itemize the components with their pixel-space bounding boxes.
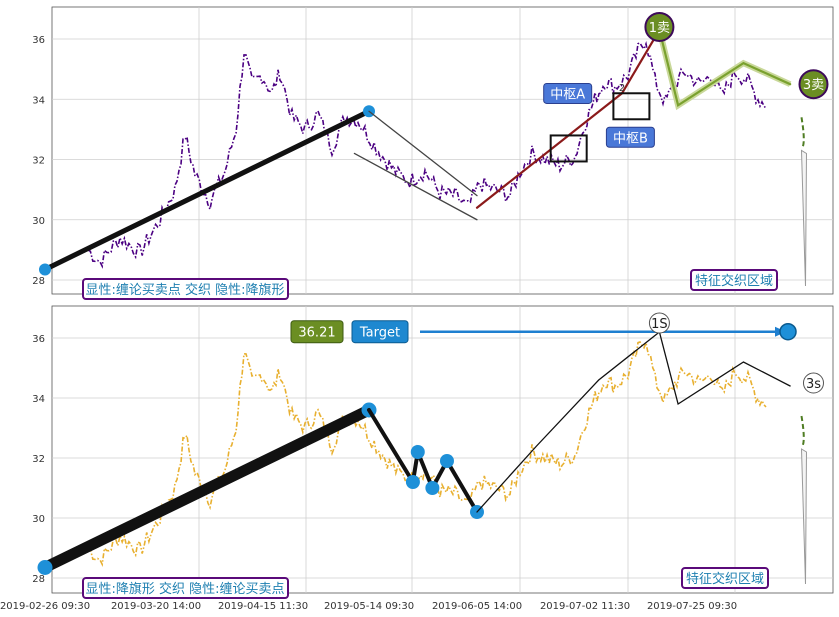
value-badge-text: 36.21 <box>298 326 335 341</box>
zigzag-vertex-marker <box>439 454 454 468</box>
value-badge <box>290 320 344 344</box>
bottom-y-tick-labels: 28 30 32 34 36 <box>32 334 45 585</box>
y-tick-label: 28 <box>32 276 45 287</box>
x-tick-label: 2019-04-15 11:30 <box>218 601 308 612</box>
forecast-cone <box>800 149 807 287</box>
pivot-zone-box <box>612 92 651 121</box>
zone-label-box <box>543 82 593 104</box>
zigzag-vertex-marker <box>425 481 440 495</box>
flag-zigzag-line <box>367 408 479 514</box>
x-tick-label: 2019-07-25 09:30 <box>647 601 737 612</box>
zigzag-vertex-marker <box>405 475 420 489</box>
flag-channel-upper-line <box>368 110 478 197</box>
legend-box <box>82 278 289 300</box>
bi-stroke-line <box>42 108 372 272</box>
y-tick-label: 34 <box>32 95 45 106</box>
x-tick-label: 2019-07-02 11:30 <box>540 601 630 612</box>
top-panel: 28 30 32 34 36 中枢A 中枢B 1卖 3卖 2 显性:缠论买卖点 交织 隐性:降旗形… <box>32 6 834 300</box>
forecast-cone <box>800 448 807 585</box>
top-y-tick-labels: 28 30 32 34 36 <box>32 35 45 287</box>
target-badge-text: Target <box>359 326 400 341</box>
sell-point-marker <box>648 312 670 334</box>
top-plot-frame <box>51 6 834 295</box>
pivot-number: 2 <box>619 83 625 94</box>
region-label-box <box>690 269 778 291</box>
flag-channel-lower-line <box>353 152 478 221</box>
down-segment-line <box>658 28 792 108</box>
price-line <box>87 339 767 567</box>
y-tick-label: 32 <box>32 156 45 167</box>
x-tick-label: 2019-03-20 14:00 <box>111 601 201 612</box>
x-tick-label: 2019-02-26 09:30 <box>0 601 90 612</box>
region-label-box <box>681 567 769 589</box>
legend-box <box>82 577 289 599</box>
bottom-panel: 28 30 32 34 36 36.21 Target 1S 3s 显性:降旗形 交织 隐性:缠… <box>32 305 834 599</box>
turning-point-marker <box>39 263 51 276</box>
sell-point-marker <box>802 372 824 394</box>
region-label-text: 特征交织区域 <box>686 571 764 587</box>
sell-point-text: 1S <box>651 317 668 332</box>
y-tick-label: 30 <box>32 514 45 525</box>
x-tick-labels: 2019-02-26 09:30 2019-03-20 14:00 2019-04-… <box>0 601 737 612</box>
y-tick-label: 36 <box>32 35 45 46</box>
zone-label-text: 中枢A <box>550 87 585 102</box>
bottom-plot-frame <box>51 305 834 594</box>
turning-point-marker <box>37 560 53 575</box>
top-series: 中枢A 中枢B 1卖 3卖 2 显性:缠论买卖点 交织 隐性:降旗形 特征交织区域 <box>39 11 829 300</box>
bi-stroke-line <box>39 404 375 573</box>
zone-label-box <box>605 126 655 148</box>
sell-point-text: 3s <box>806 377 821 392</box>
y-tick-label: 28 <box>32 574 45 585</box>
top-gridlines <box>52 7 833 294</box>
sell-point-text: 1卖 <box>649 21 670 36</box>
sell-point-marker <box>798 69 829 100</box>
x-tick-label: 2019-06-05 14:00 <box>432 601 522 612</box>
x-tick-label: 2019-05-14 09:30 <box>324 601 414 612</box>
zone-label-text: 中枢B <box>613 131 648 146</box>
y-tick-label: 36 <box>32 334 45 345</box>
y-tick-label: 34 <box>32 394 45 405</box>
sell-point-text: 3卖 <box>803 78 824 93</box>
forecast-dashed-curve <box>800 117 805 148</box>
legend-text: 显性:降旗形 交织 隐性:缠论买卖点 <box>85 581 284 597</box>
y-tick-label: 32 <box>32 454 45 465</box>
pivot-zone-box <box>549 134 588 163</box>
region-label-text: 特征交织区域 <box>695 273 773 289</box>
legend-text: 显性:缠论买卖点 交织 隐性:降旗形 <box>85 282 284 298</box>
target-badge <box>351 320 409 344</box>
zigzag-vertex-marker <box>410 445 425 459</box>
bottom-series: 36.21 Target 1S 3s 显性:降旗形 交织 隐性:缠论买卖点 特征交织区域 <box>37 312 824 599</box>
target-point-marker <box>779 322 797 341</box>
forecast-dashed-curve <box>800 415 805 447</box>
sell-point-marker <box>644 11 675 42</box>
y-tick-label: 30 <box>32 216 45 227</box>
